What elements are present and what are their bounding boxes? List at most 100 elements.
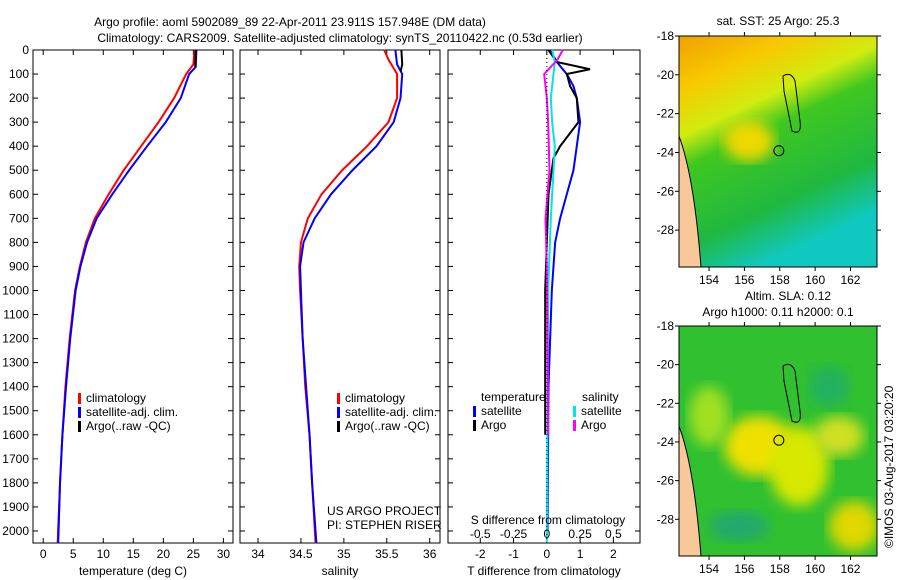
legend-label: Argo (581, 418, 607, 432)
series-satellite-adj-clim- (299, 49, 404, 544)
lon-tick-label: 158 (770, 273, 790, 287)
y-tick-label: 1900 (2, 500, 29, 514)
lat-tick-label: -28 (657, 512, 675, 526)
x-tick-label: 2 (610, 547, 617, 561)
y-tick-label: 1200 (2, 332, 29, 346)
y-tick-label: 600 (9, 187, 29, 201)
plot-frame (239, 49, 441, 544)
argo-location-marker (773, 434, 785, 446)
y-tick-label: 1500 (2, 404, 29, 418)
x-tick-label: 15 (127, 547, 141, 561)
x-axis-label: temperature (deg C) (79, 564, 187, 578)
sla-patch (829, 501, 877, 551)
y-tick-label: 800 (9, 235, 29, 249)
legend-swatch (78, 421, 81, 432)
legend-title-temperature: temperature (481, 390, 546, 404)
y-tick-label: 1100 (3, 308, 29, 322)
x-tick-label: 10 (97, 547, 111, 561)
warm-patch (724, 121, 774, 161)
difference-panel: -2 -1 0 1 2 T difference from climatology -0.5… (447, 49, 641, 578)
sla-patch (809, 366, 849, 406)
lat-tick-label: -20 (657, 358, 675, 372)
y-tick-label: 1400 (2, 380, 29, 394)
lat-tick-label: -18 (657, 319, 675, 333)
series-argo-raw-qc- (399, 49, 404, 72)
series-climatology (56, 49, 196, 544)
y-tick-label: 700 (9, 211, 29, 225)
y-tick-label: 2000 (2, 524, 29, 538)
lat-tick-label: -26 (657, 474, 675, 488)
sla-map-panel: Altim. SLA: 0.12 Argo h1000: 0.11 h2000: … (657, 289, 881, 576)
top-tick-label: 0 (543, 527, 550, 541)
legend-swatch (473, 420, 476, 431)
lon-tick-label: 160 (805, 562, 825, 576)
lon-tick-label: 156 (734, 562, 754, 576)
lat-tick-label: -26 (657, 184, 675, 198)
sla-patch (814, 416, 864, 456)
series-argo-raw-qc- (194, 49, 197, 67)
lat-tick-label: -24 (657, 435, 675, 449)
series-climatology (298, 49, 399, 544)
legend-swatch (78, 393, 81, 404)
y-tick-label: 400 (9, 139, 29, 153)
map-frame (678, 325, 878, 557)
y-tick-label: 0 (22, 43, 29, 57)
legend-swatch (473, 406, 476, 417)
lon-tick-label: 162 (840, 562, 860, 576)
x-tick-label: 36 (423, 547, 437, 561)
y-tick-label: 500 (9, 163, 29, 177)
map-field (679, 36, 877, 267)
x-tick-label: 0 (543, 547, 550, 561)
top-tick-label: -0.5 (470, 527, 491, 541)
x-axis-label: salinity (322, 564, 359, 578)
temperature-panel: 0 5 10 15 20 25 300100200300400500600700800900… (2, 43, 234, 578)
sst-map-title: sat. SST: 25 Argo: 25.3 (717, 14, 840, 28)
legend-swatch (573, 420, 576, 431)
x-tick-label: 0 (40, 547, 47, 561)
legend-label: Argo (481, 418, 507, 432)
legend-title-salinity: salinity (582, 390, 619, 404)
top-tick-label: -0.25 (500, 527, 528, 541)
legend-label: satellite (481, 404, 522, 418)
top-tick-label: 0.25 (568, 527, 592, 541)
legend-label: climatology (345, 391, 405, 405)
sla-map-title-2: Argo h1000: 0.11 h2000: 0.1 (702, 305, 854, 319)
argo-location-marker (773, 145, 785, 157)
y-tick-label: 900 (9, 259, 29, 273)
lon-tick-label: 156 (734, 273, 754, 287)
y-tick-label: 1700 (2, 452, 29, 466)
reef-contour (782, 73, 801, 133)
x-axis-label: T difference from climatology (467, 564, 621, 578)
x-tick-label: -2 (475, 547, 486, 561)
lon-tick-label: 160 (805, 273, 825, 287)
y-tick-label: 100 (9, 67, 29, 81)
lat-tick-label: -20 (657, 68, 675, 82)
lat-tick-label: -28 (657, 223, 675, 237)
title-line1: Argo profile: aoml 5902089_89 22-Apr-201… (94, 15, 486, 29)
sla-map-title-1: Altim. SLA: 0.12 (745, 289, 831, 303)
timestamp: ©IMOS 03-Aug-2017 03:20:20 (882, 385, 896, 548)
x-tick-label: 5 (70, 547, 77, 561)
reef-contour (782, 363, 801, 423)
series-satellite-adj-clim- (57, 49, 198, 544)
legend-swatch (337, 407, 340, 418)
lat-tick-label: -24 (657, 145, 675, 159)
lat-tick-label: -22 (657, 107, 675, 121)
lon-tick-label: 154 (699, 562, 719, 576)
sla-patch (769, 426, 829, 506)
x-tick-label: -1 (508, 547, 519, 561)
x-tick-label: 25 (187, 547, 201, 561)
title-line2: Climatology: CARS2009. Satellite-adjuste… (97, 31, 582, 45)
sla-patch (689, 386, 729, 446)
lon-tick-label: 158 (770, 562, 790, 576)
legend-label: Argo(..raw -QC) (86, 419, 171, 433)
top-tick-label: 0.5 (605, 527, 622, 541)
y-tick-label: 1800 (2, 476, 29, 490)
sst-map-panel: sat. SST: 25 Argo: 25.3 154 156 158 160 162 -1… (657, 14, 881, 287)
x-tick-label: 34.5 (289, 547, 313, 561)
legend-swatch (78, 407, 81, 418)
y-tick-label: 200 (9, 91, 29, 105)
x-tick-label: 35.5 (375, 547, 399, 561)
